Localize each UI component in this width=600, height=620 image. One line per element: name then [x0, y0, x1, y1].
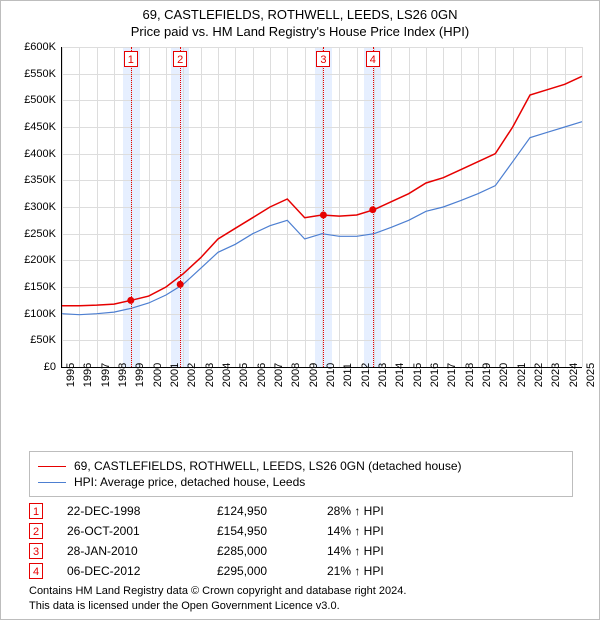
sale-row-badge: 4: [29, 563, 43, 579]
sale-price: £295,000: [217, 564, 327, 578]
y-tick-label: £450K: [11, 121, 56, 133]
x-tick-label: 2009: [308, 363, 320, 387]
y-tick-label: £600K: [11, 41, 56, 53]
x-tick-label: 1996: [82, 363, 94, 387]
x-tick-label: 2024: [568, 363, 580, 387]
x-tick-label: 2010: [325, 363, 337, 387]
y-tick-label: £350K: [11, 174, 56, 186]
footer: Contains HM Land Registry data © Crown c…: [29, 584, 573, 613]
legend: 69, CASTLEFIELDS, ROTHWELL, LEEDS, LS26 …: [29, 451, 573, 497]
sale-diff: 21% ↑ HPI: [327, 564, 427, 578]
sales-table: 1 22-DEC-1998£124,95028% ↑ HPI 2 26-OCT-200…: [29, 501, 573, 581]
price-paid-line: [62, 76, 582, 305]
footer-line-2: This data is licensed under the Open Gov…: [29, 599, 573, 613]
y-tick-label: £0: [11, 361, 56, 373]
sale-row-badge: 3: [29, 543, 43, 559]
x-tick-label: 2005: [238, 363, 250, 387]
sale-diff: 14% ↑ HPI: [327, 524, 427, 538]
x-tick-label: 2007: [273, 363, 285, 387]
x-tick-label: 2022: [533, 363, 545, 387]
sale-price: £124,950: [217, 504, 327, 518]
x-tick-label: 2014: [394, 363, 406, 387]
x-tick-label: 2004: [221, 363, 233, 387]
sale-date: 26-OCT-2001: [67, 524, 217, 538]
x-tick-label: 2000: [152, 363, 164, 387]
sale-row: 2 26-OCT-2001£154,95014% ↑ HPI: [29, 521, 573, 541]
sale-diff: 28% ↑ HPI: [327, 504, 427, 518]
y-tick-label: £50K: [11, 334, 56, 346]
x-tick-label: 2012: [360, 363, 372, 387]
x-tick-label: 2015: [412, 363, 424, 387]
sale-marker-badge: 2: [173, 51, 187, 67]
sale-row: 3 28-JAN-2010£285,00014% ↑ HPI: [29, 541, 573, 561]
legend-label: HPI: Average price, detached house, Leed…: [74, 475, 305, 489]
x-tick-label: 2020: [498, 363, 510, 387]
legend-item: 69, CASTLEFIELDS, ROTHWELL, LEEDS, LS26 …: [38, 458, 564, 474]
sale-marker-badge: 4: [366, 51, 380, 67]
x-tick-label: 2008: [290, 363, 302, 387]
sale-row: 1 22-DEC-1998£124,95028% ↑ HPI: [29, 501, 573, 521]
sale-date: 22-DEC-1998: [67, 504, 217, 518]
y-tick-label: £250K: [11, 228, 56, 240]
sale-row-badge: 1: [29, 503, 43, 519]
sale-date: 28-JAN-2010: [67, 544, 217, 558]
footer-line-1: Contains HM Land Registry data © Crown c…: [29, 584, 573, 598]
y-tick-label: £400K: [11, 148, 56, 160]
x-tick-label: 2003: [204, 363, 216, 387]
title-address: 69, CASTLEFIELDS, ROTHWELL, LEEDS, LS26 …: [1, 7, 599, 22]
y-tick-label: £300K: [11, 201, 56, 213]
x-tick-label: 2013: [377, 363, 389, 387]
legend-item: HPI: Average price, detached house, Leed…: [38, 474, 564, 490]
y-tick-label: £100K: [11, 308, 56, 320]
x-tick-label: 1997: [100, 363, 112, 387]
sale-price: £154,950: [217, 524, 327, 538]
line-svg: [62, 47, 582, 367]
x-tick-label: 1999: [134, 363, 146, 387]
y-tick-label: £200K: [11, 254, 56, 266]
sale-date: 06-DEC-2012: [67, 564, 217, 578]
x-tick-label: 2025: [585, 363, 597, 387]
x-tick-label: 1998: [117, 363, 129, 387]
legend-swatch: [38, 482, 66, 483]
sale-price: £285,000: [217, 544, 327, 558]
sale-marker-badge: 1: [124, 51, 138, 67]
sale-row: 4 06-DEC-2012£295,00021% ↑ HPI: [29, 561, 573, 581]
x-tick-label: 2021: [516, 363, 528, 387]
y-tick-label: £150K: [11, 281, 56, 293]
x-tick-label: 2016: [429, 363, 441, 387]
x-tick-label: 2001: [169, 363, 181, 387]
y-tick-label: £550K: [11, 68, 56, 80]
sale-row-badge: 2: [29, 523, 43, 539]
x-tick-label: 2019: [481, 363, 493, 387]
titles: 69, CASTLEFIELDS, ROTHWELL, LEEDS, LS26 …: [1, 1, 599, 39]
x-tick-label: 2006: [256, 363, 268, 387]
legend-swatch: [38, 466, 66, 467]
x-tick-label: 1995: [65, 363, 77, 387]
x-tick-label: 2018: [464, 363, 476, 387]
x-tick-label: 2023: [550, 363, 562, 387]
x-tick-label: 2011: [342, 363, 354, 387]
legend-label: 69, CASTLEFIELDS, ROTHWELL, LEEDS, LS26 …: [74, 459, 462, 473]
sale-marker-badge: 3: [316, 51, 330, 67]
y-tick-label: £500K: [11, 94, 56, 106]
chart: £0 £50K £100K £150K £200K £250K £300K £350K £400…: [11, 47, 591, 407]
x-tick-label: 2002: [186, 363, 198, 387]
x-tick-label: 2017: [446, 363, 458, 387]
title-subtitle: Price paid vs. HM Land Registry's House …: [1, 24, 599, 39]
sale-diff: 14% ↑ HPI: [327, 544, 427, 558]
plot-area: 1 2 3 4: [61, 47, 582, 368]
chart-container: 69, CASTLEFIELDS, ROTHWELL, LEEDS, LS26 …: [0, 0, 600, 620]
